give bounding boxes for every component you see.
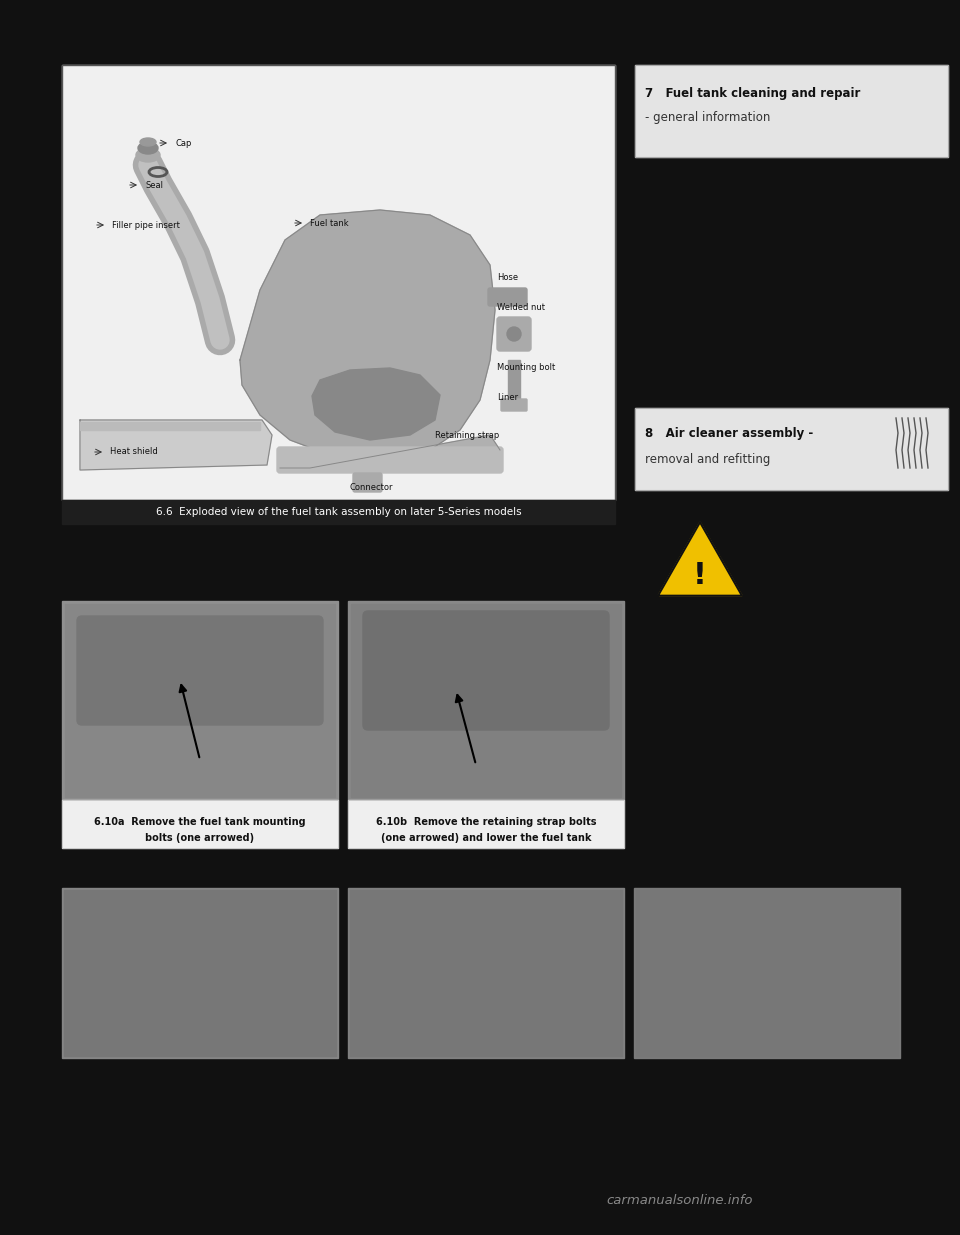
Text: (one arrowed) and lower the fuel tank: (one arrowed) and lower the fuel tank: [381, 832, 591, 844]
Bar: [80, 422, 260, 430]
Text: 7   Fuel tank cleaning and repair: 7 Fuel tank cleaning and repair: [645, 86, 860, 100]
Text: removal and refitting: removal and refitting: [645, 453, 770, 467]
FancyBboxPatch shape: [353, 473, 382, 492]
Bar: [635, 65, 948, 157]
Text: 6.10a  Remove the fuel tank mounting: 6.10a Remove the fuel tank mounting: [94, 818, 306, 827]
Bar: [64, 890, 336, 1056]
Text: Hose: Hose: [497, 273, 518, 283]
Text: 8   Air cleaner assembly -: 8 Air cleaner assembly -: [645, 427, 813, 441]
Polygon shape: [80, 420, 272, 471]
Bar: [65, 604, 335, 797]
Bar: [348, 800, 624, 848]
Ellipse shape: [507, 327, 521, 341]
FancyBboxPatch shape: [77, 616, 323, 725]
Bar: [635, 408, 948, 490]
Text: carmanualsonline.info: carmanualsonline.info: [607, 1193, 754, 1207]
Text: Cap: Cap: [175, 138, 191, 147]
Polygon shape: [240, 210, 495, 459]
Bar: [635, 408, 948, 490]
Text: Mounting bolt: Mounting bolt: [497, 363, 555, 373]
FancyBboxPatch shape: [497, 317, 531, 351]
Text: Welded nut: Welded nut: [497, 304, 545, 312]
Polygon shape: [280, 435, 500, 468]
FancyBboxPatch shape: [363, 611, 609, 730]
Bar: [635, 65, 948, 157]
Text: Retaining strap: Retaining strap: [435, 431, 499, 440]
Bar: [348, 601, 624, 800]
Bar: [62, 800, 338, 848]
Bar: [351, 604, 621, 797]
Ellipse shape: [138, 142, 158, 154]
Text: Fuel tank: Fuel tank: [310, 219, 348, 227]
FancyBboxPatch shape: [277, 447, 503, 473]
Text: bolts (one arrowed): bolts (one arrowed): [145, 832, 254, 844]
Text: Liner: Liner: [497, 394, 518, 403]
Bar: [62, 65, 615, 500]
Polygon shape: [658, 522, 742, 595]
FancyBboxPatch shape: [501, 399, 527, 411]
Bar: [62, 601, 338, 800]
FancyBboxPatch shape: [488, 288, 527, 306]
Text: Connector: Connector: [350, 483, 394, 492]
Bar: [350, 890, 622, 1056]
Bar: [508, 359, 520, 400]
Bar: [62, 65, 615, 500]
Bar: [62, 800, 338, 848]
Bar: [348, 888, 624, 1058]
Bar: [62, 888, 338, 1058]
Bar: [636, 890, 898, 1056]
Text: 6.10b  Remove the retaining strap bolts: 6.10b Remove the retaining strap bolts: [375, 818, 596, 827]
Text: - general information: - general information: [645, 110, 770, 124]
Text: 6.6  Exploded view of the fuel tank assembly on later 5-Series models: 6.6 Exploded view of the fuel tank assem…: [156, 508, 521, 517]
Bar: [348, 800, 624, 848]
Ellipse shape: [140, 138, 156, 146]
Text: !: !: [693, 561, 707, 589]
Polygon shape: [312, 368, 440, 440]
Text: Seal: Seal: [145, 180, 163, 189]
Bar: [62, 500, 615, 524]
Text: Heat shield: Heat shield: [110, 447, 157, 457]
Text: Filler pipe insert: Filler pipe insert: [112, 221, 180, 230]
Bar: [634, 888, 900, 1058]
Ellipse shape: [136, 148, 160, 162]
